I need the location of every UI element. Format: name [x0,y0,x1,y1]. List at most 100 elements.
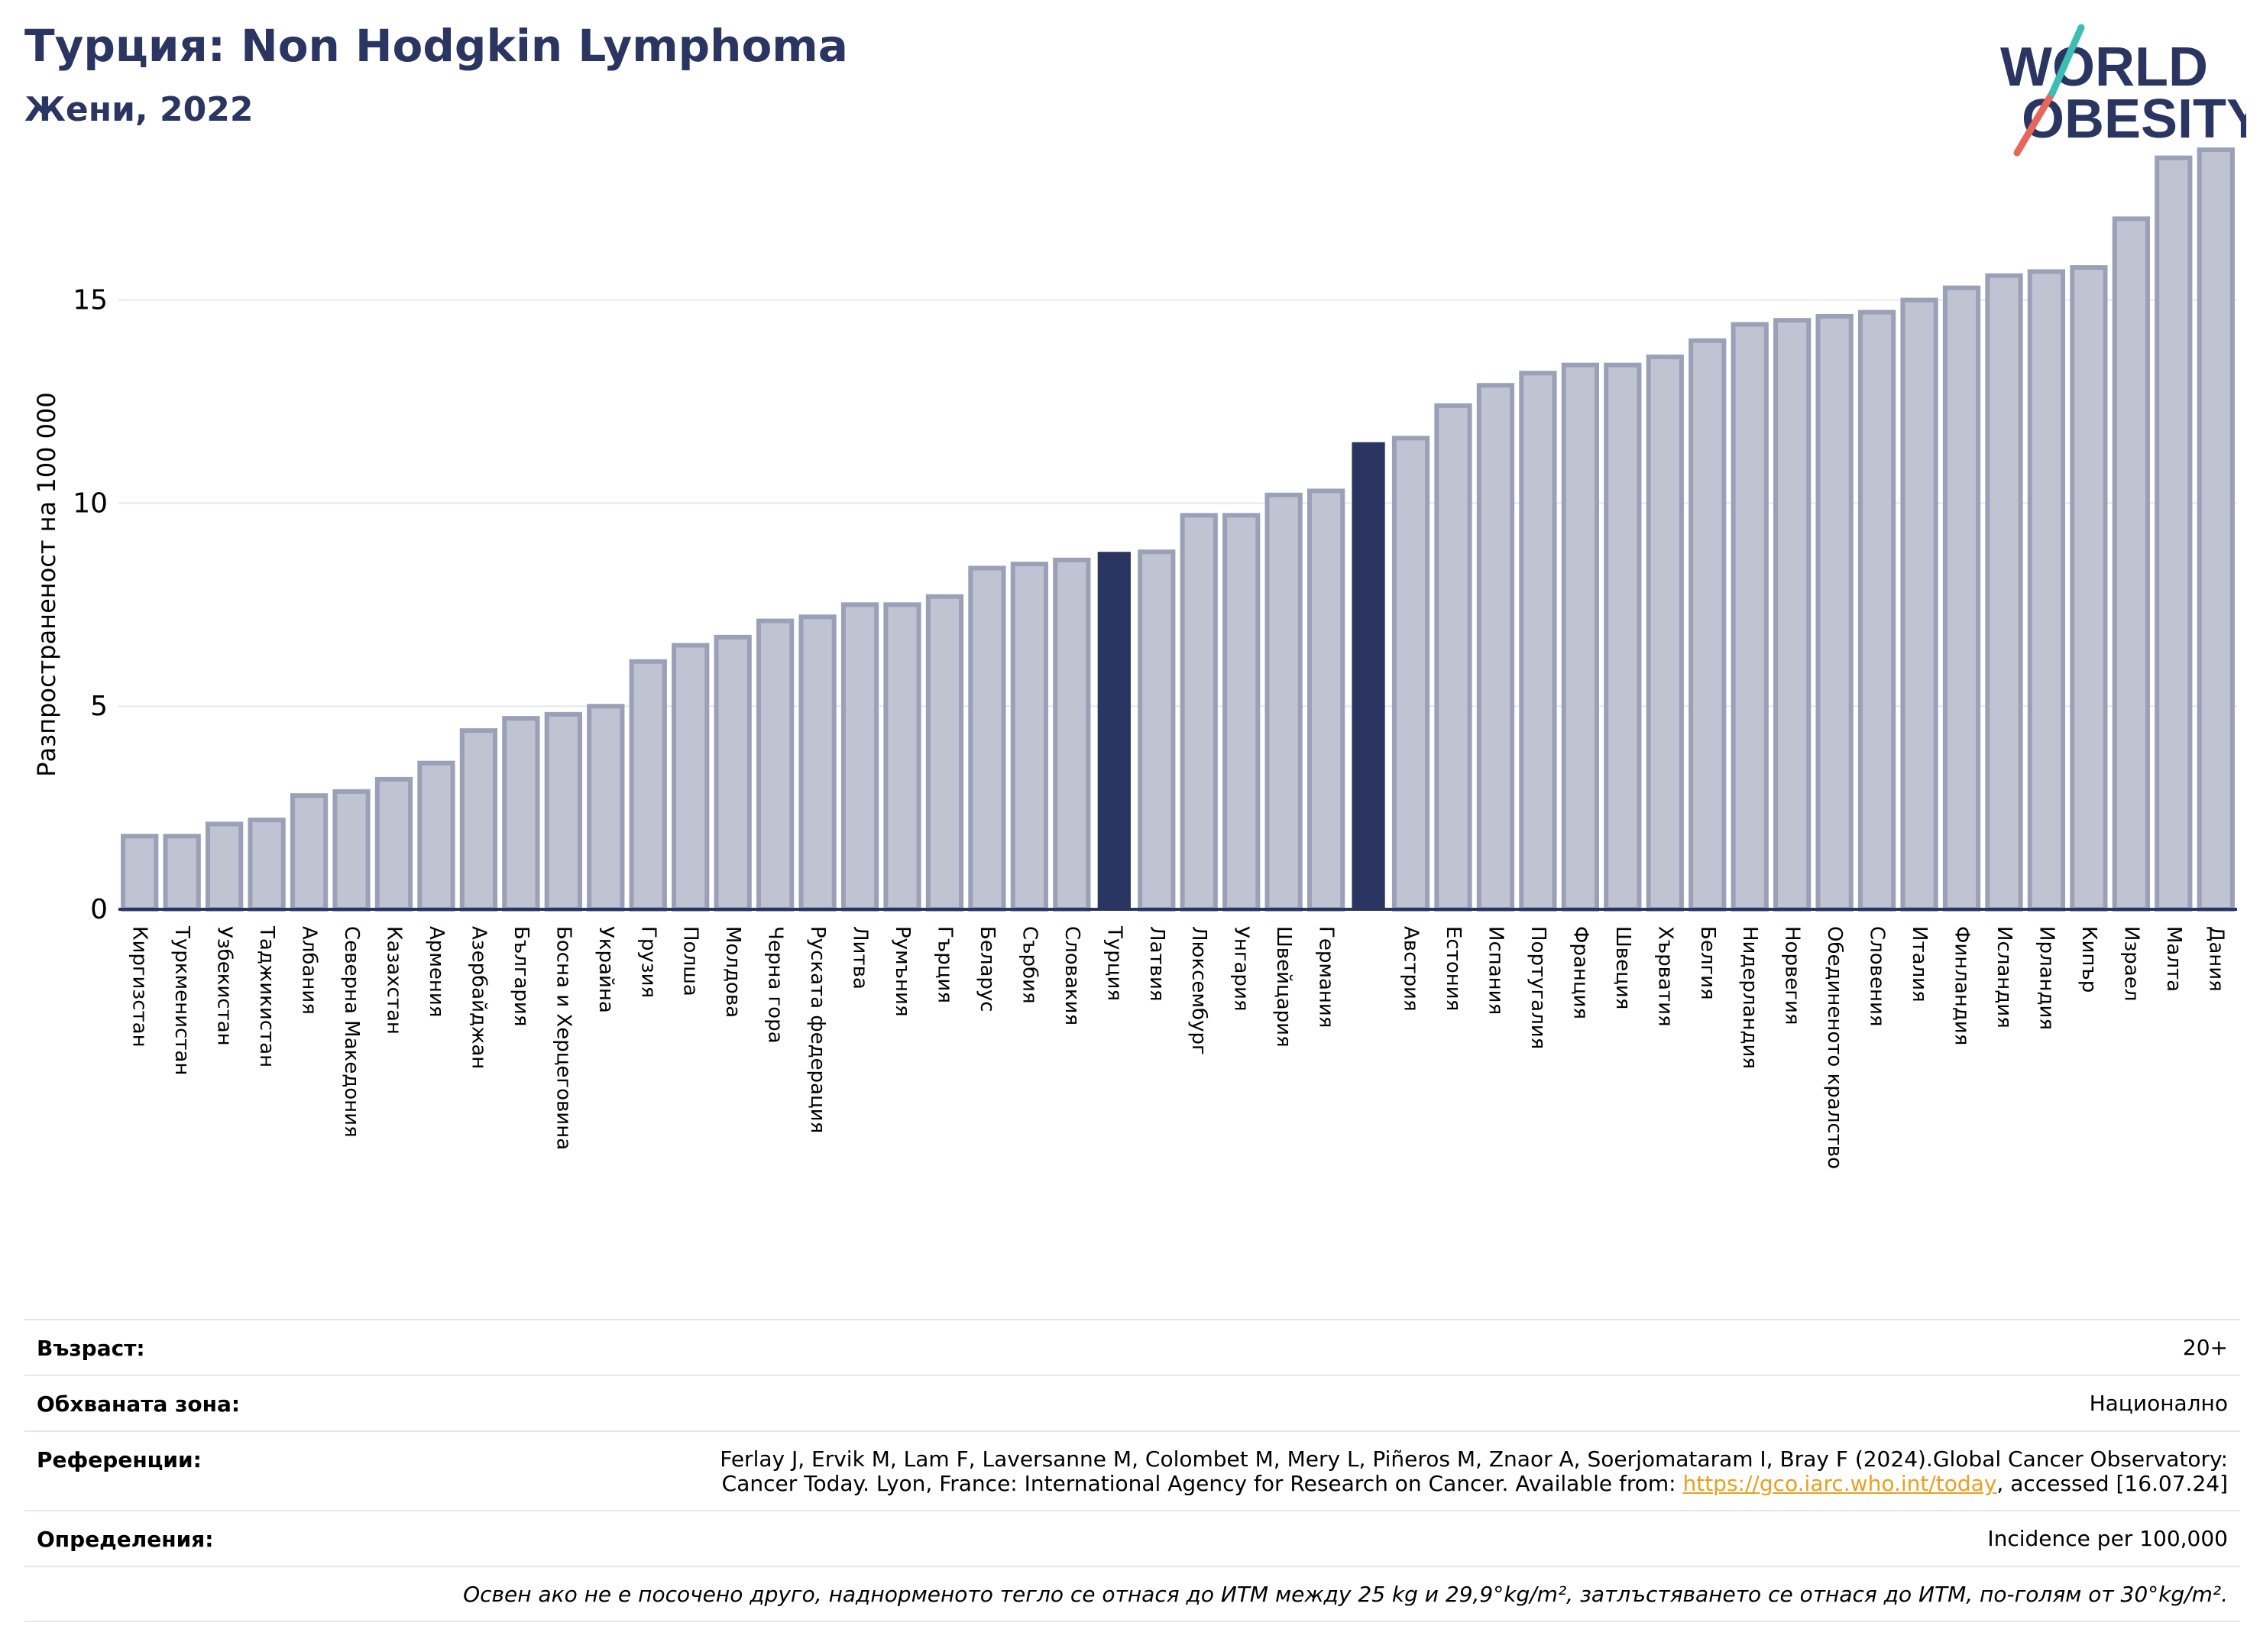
x-tick-label: Руската федерация [806,926,829,1133]
bar [1391,436,1430,912]
x-tick-label: Обединеното кралство [1823,926,1846,1169]
x-tick-label: Босна и Херцеговина [552,926,575,1150]
x-tick-label: Албания [298,926,321,1015]
bar [2027,269,2066,912]
logo-slash-teal [2048,24,2085,97]
bar [1306,488,1345,912]
bar [1264,492,1303,912]
bar [672,643,710,912]
x-tick-label: Белгия [1696,926,1719,1000]
y-tick-label: 0 [90,894,108,925]
x-tick-label: Словакия [1060,926,1083,1025]
page-title: Турция: Non Hodgkin Lymphoma [24,20,848,72]
x-tick-label: Узбекистан [213,926,236,1046]
references-value: Ferlay J, Ervik M, Lam F, Laversanne M, … [720,1447,2228,1496]
x-tick-label: Финландия [1951,926,1973,1045]
y-tick-label: 10 [73,488,108,519]
info-table: Възраст: 20+ Обхваната зона: Национално … [24,1319,2240,1622]
bar [1097,552,1131,909]
references-line2-post: , accessed [16.07.24] [1996,1471,2228,1496]
x-tick-label: Израел [2119,926,2142,1001]
bar [1857,309,1896,912]
x-tick-label: Беларус [976,926,999,1012]
bar [2197,147,2235,912]
world-obesity-logo: WORLD OBESITY [2000,24,2246,157]
x-tick-label: Словения [1866,926,1889,1027]
x-tick-label: Азербайджан [467,926,490,1069]
age-value: 20+ [2182,1335,2228,1360]
y-tick-label: 15 [73,285,108,316]
x-tick-label: Австрия [1400,926,1423,1012]
age-label: Възраст: [37,1336,145,1361]
bar [1646,355,1684,912]
bar [417,760,455,912]
x-tick-label: Испания [1484,926,1507,1015]
bar [206,821,244,912]
bar [1434,403,1472,912]
bar [248,818,286,912]
x-tick-label: Нидерландия [1738,926,1761,1069]
bar [1604,362,1642,912]
bar [544,711,582,912]
x-tick-label: Казахстан [382,926,405,1035]
bar [121,834,159,912]
x-tick-label: Люксембург [1187,926,1210,1055]
bar [1900,297,1938,912]
y-axis-label: Разпространеност на 100 000 [32,392,61,776]
bar [1731,322,1769,912]
bar [332,789,371,912]
bar [502,716,540,912]
definitions-label: Определения: [37,1527,214,1552]
bar-chart: 0 5 10 15 Разпространеност на 100 000 Киргизс… [32,147,2237,1169]
page-subtitle: Жени, 2022 [24,90,254,129]
bar [1010,562,1049,912]
bar [1561,362,1599,912]
bar [756,618,795,912]
note-text: Освен ако не е посочено друго, наднормен… [463,1582,2228,1607]
bar [1053,557,1091,912]
bar [883,602,921,912]
bar [798,614,837,912]
bar [1476,383,1515,912]
x-tick-label: Грузия [636,926,659,998]
bar [1222,513,1261,912]
x-tick-label: Кипър [2077,926,2100,993]
logo-text-obesity: OBESITY [2022,89,2246,150]
bar [1352,442,1385,909]
x-tick-label: Швеция [1611,926,1634,1009]
y-tick-label: 5 [90,691,108,722]
x-tick-label: Латвия [1145,926,1168,1002]
x-tick-label: Унгария [1230,926,1253,1011]
x-tick-label: Молдова [721,926,744,1018]
references-label: Референции: [37,1447,202,1472]
x-tick-label: Черна гора [764,926,787,1044]
bar [2070,265,2108,912]
x-tick-label: Дания [2204,926,2227,992]
references-link[interactable]: https://gco.iarc.who.int/today [1682,1471,1997,1496]
coverage-label: Обхваната зона: [37,1391,241,1417]
bar [968,565,1006,912]
x-tick-label: Португалия [1527,926,1549,1049]
bar [2155,155,2193,912]
info-row-age: Възраст: 20+ [24,1319,2240,1375]
bar [163,834,201,912]
info-row-note: Освен ако не е посочено друго, наднормен… [24,1566,2240,1622]
x-tick-label: Таджикистан [255,925,278,1067]
x-tick-label: Исландия [1993,926,2016,1028]
bar [1689,338,1727,912]
bar [629,659,667,912]
references-line2-pre: Cancer Today. Lyon, France: Internationa… [721,1471,1683,1496]
x-tick-label: Северна Македония [340,926,363,1138]
x-tick-label: Хърватия [1653,926,1676,1027]
x-tick-label: Швейцария [1272,926,1295,1048]
bar [840,602,879,912]
logo-text-world: WORLD [2000,37,2208,98]
x-tick-label: Туркменистан [170,925,193,1075]
x-tick-label: Гърция [933,926,956,1003]
x-tick-label: Полша [679,926,702,996]
x-tick-label: Ирландия [2035,926,2058,1030]
references-line1: Ferlay J, Ervik M, Lam F, Laversanne M, … [720,1446,2228,1472]
info-row-references: Референции: Ferlay J, Ervik M, Lam F, La… [24,1430,2240,1510]
bar [1985,273,2023,912]
bar [1180,513,1218,912]
